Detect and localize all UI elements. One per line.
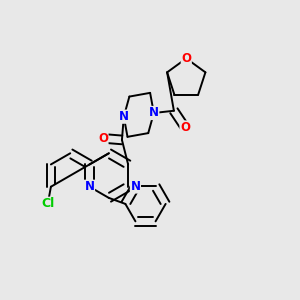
Text: N: N <box>85 180 94 193</box>
Text: N: N <box>149 106 159 119</box>
Text: O: O <box>180 121 190 134</box>
Text: O: O <box>181 52 191 65</box>
Text: N: N <box>130 180 140 193</box>
Text: O: O <box>98 132 108 145</box>
Text: N: N <box>119 110 129 123</box>
Text: Cl: Cl <box>41 197 54 210</box>
